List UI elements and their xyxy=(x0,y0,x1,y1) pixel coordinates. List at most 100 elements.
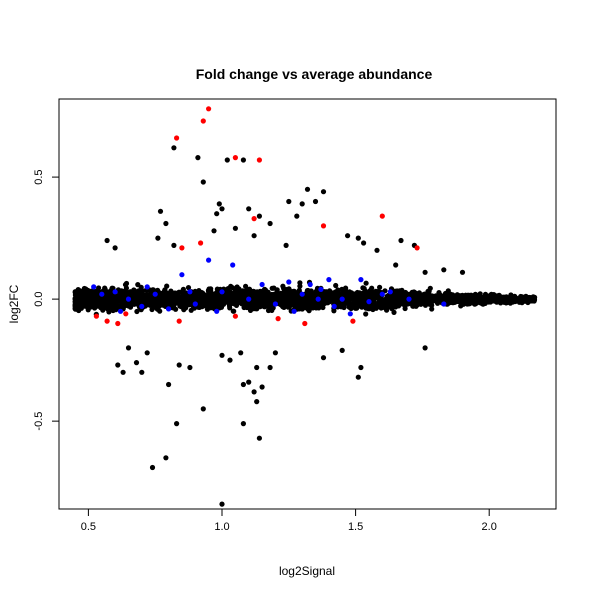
bulk-point xyxy=(427,295,433,301)
bulk-point xyxy=(269,307,275,313)
x-tick-label: 1.0 xyxy=(214,521,229,533)
bulk-point xyxy=(73,305,79,311)
y-tick-label: 0.5 xyxy=(33,169,45,184)
blue-point xyxy=(230,262,236,268)
data-point xyxy=(299,201,305,207)
bulk-point xyxy=(419,298,425,304)
bulk-point xyxy=(155,302,161,308)
data-point xyxy=(251,233,257,239)
bulk-point xyxy=(281,304,287,310)
bulk-point xyxy=(139,295,145,302)
bulk-point xyxy=(217,300,224,306)
points-layer xyxy=(72,106,538,507)
bulk-point xyxy=(295,294,301,301)
bulk-point xyxy=(157,290,163,296)
data-point xyxy=(246,379,252,385)
data-point xyxy=(104,237,110,244)
bulk-point xyxy=(462,299,468,305)
data-point xyxy=(398,237,404,244)
blue-point xyxy=(166,306,172,312)
red-point xyxy=(123,311,129,317)
bulk-point xyxy=(85,300,91,306)
data-point xyxy=(219,501,225,507)
bulk-point xyxy=(229,285,236,291)
bulk-point xyxy=(363,280,369,286)
bulk-point xyxy=(340,289,346,295)
y-axis-label: log2FC xyxy=(7,284,21,323)
data-point xyxy=(149,464,156,471)
data-point xyxy=(240,421,246,427)
bulk-point xyxy=(380,297,386,303)
data-point xyxy=(345,233,351,239)
blue-point xyxy=(139,303,145,309)
bulk-point xyxy=(151,304,157,310)
bulk-point xyxy=(135,282,141,288)
bulk-point xyxy=(332,296,339,302)
data-point xyxy=(286,198,292,205)
bulk-point xyxy=(385,294,391,300)
blue-point xyxy=(339,296,345,302)
data-point xyxy=(339,347,345,353)
blue-point xyxy=(99,291,105,297)
x-axis: 0.5 1.0 1.5 2.0 xyxy=(81,508,497,533)
blue-point xyxy=(272,301,278,307)
red-point xyxy=(104,318,110,324)
data-point xyxy=(224,157,230,163)
data-point xyxy=(254,399,260,405)
bulk-point xyxy=(375,302,382,308)
bulk-point xyxy=(318,301,324,307)
bulk-point xyxy=(287,288,293,294)
bulk-point xyxy=(148,298,154,304)
red-point xyxy=(256,157,262,163)
bulk-point xyxy=(289,299,295,305)
bulk-point xyxy=(91,292,97,298)
data-point xyxy=(214,211,220,217)
data-point xyxy=(120,369,126,375)
blue-point xyxy=(299,291,305,297)
bulk-point xyxy=(503,294,509,300)
blue-point xyxy=(366,299,372,305)
red-point xyxy=(206,106,212,112)
data-point xyxy=(240,381,246,388)
data-point xyxy=(227,357,233,363)
bulk-point xyxy=(300,295,306,301)
data-point xyxy=(171,242,177,248)
red-point xyxy=(302,320,308,327)
blue-point xyxy=(152,291,158,297)
bulk-point xyxy=(163,290,170,296)
blue-point xyxy=(117,308,124,314)
bulk-point xyxy=(119,288,125,294)
data-point xyxy=(163,220,169,227)
bulk-point xyxy=(113,303,119,309)
x-tick-label: 2.0 xyxy=(482,521,497,533)
bulk-point xyxy=(109,303,115,309)
blue-point xyxy=(219,289,225,295)
bulk-point xyxy=(389,306,395,312)
bulk-point xyxy=(253,303,259,309)
bulk-point xyxy=(235,292,241,298)
bulk-point xyxy=(109,293,115,299)
blue-point xyxy=(441,301,447,307)
bulk-point xyxy=(110,299,116,305)
bulk-point xyxy=(267,303,273,309)
data-point xyxy=(174,421,180,427)
bulk-point xyxy=(205,302,211,309)
bulk-point xyxy=(269,291,275,298)
data-point xyxy=(294,213,300,219)
blue-point xyxy=(144,284,150,290)
bulk-point xyxy=(411,299,417,305)
bulk-point xyxy=(174,293,180,299)
data-point xyxy=(267,364,273,371)
bulk-point xyxy=(134,298,140,305)
bulk-point xyxy=(296,306,302,312)
bulk-point xyxy=(273,290,280,296)
bulk-point xyxy=(369,285,375,291)
bulk-point xyxy=(466,298,472,304)
bulk-point xyxy=(374,292,380,298)
bulk-point xyxy=(490,294,496,300)
bulk-point xyxy=(243,283,249,289)
bulk-point xyxy=(260,302,266,308)
bulk-point xyxy=(360,298,366,304)
bulk-point xyxy=(236,298,242,304)
bulk-point xyxy=(313,305,319,311)
